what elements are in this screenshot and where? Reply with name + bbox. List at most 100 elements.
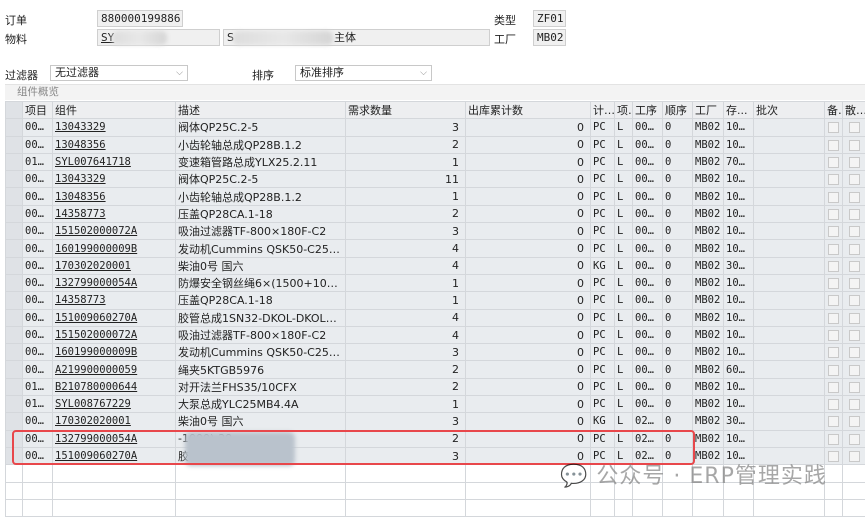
component-link[interactable]: SYL007641718 <box>53 153 176 170</box>
row-selector[interactable] <box>6 205 23 222</box>
row-selector[interactable] <box>6 119 23 136</box>
checkbox[interactable] <box>849 157 860 168</box>
column-header[interactable]: 组件 <box>53 102 176 119</box>
row-selector[interactable] <box>6 257 23 274</box>
column-header[interactable]: 描述 <box>176 102 346 119</box>
sort-dropdown[interactable]: 标准排序⌵ <box>295 65 432 81</box>
column-header[interactable]: 工序 <box>633 102 663 119</box>
column-header[interactable]: 批次 <box>754 102 825 119</box>
checkbox[interactable] <box>849 192 860 203</box>
column-header[interactable]: 顺序 <box>663 102 693 119</box>
checkbox[interactable] <box>849 278 860 289</box>
select-all-cell[interactable] <box>6 102 23 119</box>
column-header[interactable]: 工厂 <box>693 102 724 119</box>
checkbox[interactable] <box>828 261 839 272</box>
order-field[interactable]: 880000199886 <box>97 10 183 27</box>
row-selector[interactable] <box>6 274 23 291</box>
column-header[interactable]: 项目 <box>23 102 53 119</box>
checkbox[interactable] <box>828 416 839 427</box>
checkbox[interactable] <box>828 244 839 255</box>
component-link[interactable]: 151502000072A <box>53 223 176 240</box>
component-link[interactable]: SYL008767229 <box>53 396 176 413</box>
checkbox[interactable] <box>828 347 839 358</box>
checkbox[interactable] <box>849 122 860 133</box>
column-header[interactable]: 备. <box>825 102 843 119</box>
component-link[interactable]: 13048356 <box>53 136 176 153</box>
row-selector[interactable] <box>6 326 23 343</box>
checkbox[interactable] <box>828 192 839 203</box>
checkbox[interactable] <box>849 330 860 341</box>
row-selector[interactable] <box>6 344 23 361</box>
checkbox[interactable] <box>849 434 860 445</box>
checkbox[interactable] <box>828 382 839 393</box>
checkbox[interactable] <box>849 451 860 462</box>
table-row[interactable]: 0050151009060270A胶管总成1SN32-DKOL-DKOL45-1… <box>6 309 865 326</box>
row-selector[interactable] <box>6 188 23 205</box>
component-link[interactable]: 151009060270A <box>53 309 176 326</box>
checkbox[interactable] <box>828 209 839 220</box>
component-link[interactable]: 13043329 <box>53 171 176 188</box>
checkbox[interactable] <box>828 226 839 237</box>
row-selector[interactable] <box>6 171 23 188</box>
component-link[interactable]: 14358773 <box>53 205 176 222</box>
checkbox[interactable] <box>828 122 839 133</box>
checkbox[interactable] <box>849 209 860 220</box>
checkbox[interactable] <box>828 278 839 289</box>
component-link[interactable]: 14358773 <box>53 292 176 309</box>
checkbox[interactable] <box>849 174 860 185</box>
checkbox[interactable] <box>828 295 839 306</box>
checkbox[interactable] <box>828 140 839 151</box>
row-selector[interactable] <box>6 136 23 153</box>
checkbox[interactable] <box>849 295 860 306</box>
checkbox[interactable] <box>828 365 839 376</box>
checkbox[interactable] <box>849 313 860 324</box>
column-header[interactable]: 项. <box>615 102 633 119</box>
component-link[interactable]: 132799000054A <box>53 274 176 291</box>
checkbox[interactable] <box>849 140 860 151</box>
checkbox[interactable] <box>828 330 839 341</box>
checkbox[interactable] <box>849 347 860 358</box>
component-link[interactable]: 13043329 <box>53 119 176 136</box>
row-selector[interactable] <box>6 240 23 257</box>
component-link[interactable]: 13048356 <box>53 188 176 205</box>
checkbox[interactable] <box>828 451 839 462</box>
column-header[interactable]: 需求数量 <box>346 102 466 119</box>
component-link[interactable]: A219900000059 <box>53 361 176 378</box>
checkbox[interactable] <box>849 399 860 410</box>
checkbox[interactable] <box>849 382 860 393</box>
filter-dropdown[interactable]: 无过滤器⌵ <box>50 65 188 81</box>
row-selector[interactable] <box>6 396 23 413</box>
checkbox[interactable] <box>828 174 839 185</box>
checkbox[interactable] <box>828 313 839 324</box>
checkbox[interactable] <box>849 416 860 427</box>
checkbox[interactable] <box>828 434 839 445</box>
checkbox[interactable] <box>849 244 860 255</box>
component-link[interactable]: 160199000009B <box>53 240 176 257</box>
checkbox[interactable] <box>828 399 839 410</box>
column-header[interactable]: 散... <box>843 102 865 119</box>
row-selector[interactable] <box>6 361 23 378</box>
checkbox[interactable] <box>849 261 860 272</box>
checkbox[interactable] <box>828 157 839 168</box>
component-link[interactable]: 160199000009B <box>53 344 176 361</box>
row-selector[interactable] <box>6 309 23 326</box>
row-selector[interactable] <box>6 223 23 240</box>
component-link[interactable]: B210780000644 <box>53 378 176 395</box>
table-row[interactable]: 0030132799000054A防爆安全钢丝绳6×(1500+1000)-29… <box>6 274 865 291</box>
row-selector[interactable] <box>6 153 23 170</box>
column-header[interactable]: 计... <box>591 102 615 119</box>
